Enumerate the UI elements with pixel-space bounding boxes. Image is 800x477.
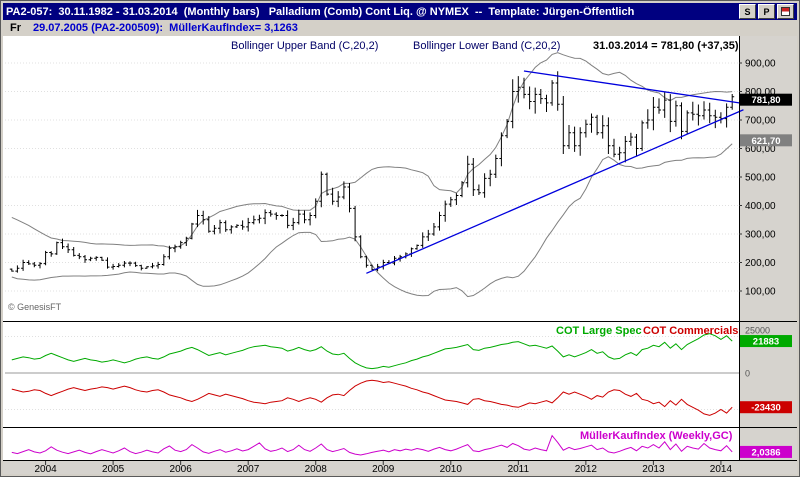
svg-text:200,00: 200,00 (745, 258, 776, 269)
svg-text:2007: 2007 (237, 464, 260, 474)
chart-layout-icon (781, 7, 790, 16)
svg-text:2009: 2009 (372, 464, 395, 474)
svg-text:700,00: 700,00 (745, 116, 776, 127)
s-button[interactable]: S (739, 4, 756, 19)
price-bars (9, 71, 735, 273)
svg-text:900,00: 900,00 (745, 59, 776, 70)
window-title: PA2-057: 30.11.1982 - 31.03.2014 (Monthl… (6, 5, 635, 18)
svg-text:2013: 2013 (642, 464, 665, 474)
chart-layout-button[interactable] (777, 4, 794, 19)
trendline[interactable] (366, 109, 744, 274)
last-value-box (740, 445, 792, 458)
weekday-label: Fr (10, 22, 21, 34)
infobar: Fr 29.07.2005 (PA2-200509): MüllerKaufIn… (3, 20, 797, 36)
cot-commercials-line (11, 379, 733, 416)
svg-text:300,00: 300,00 (745, 230, 776, 241)
svg-text:2006: 2006 (170, 464, 193, 474)
svg-text:2004: 2004 (34, 464, 57, 474)
last-value-box (740, 93, 792, 106)
right-axis-strip[interactable] (739, 36, 797, 474)
svg-text:2008: 2008 (305, 464, 328, 474)
svg-text:621,70: 621,70 (751, 136, 780, 147)
svg-text:500,00: 500,00 (745, 173, 776, 184)
last-value-box (740, 335, 792, 348)
svg-text:2014: 2014 (710, 464, 733, 474)
svg-text:2011: 2011 (508, 464, 530, 474)
trendline[interactable] (523, 70, 744, 105)
svg-text:100,00: 100,00 (745, 287, 776, 298)
svg-text:-23430: -23430 (751, 403, 781, 414)
svg-text:800,00: 800,00 (745, 87, 776, 98)
last-value-box (740, 401, 792, 414)
svg-text:781,80: 781,80 (751, 95, 780, 106)
svg-text:21883: 21883 (753, 337, 779, 348)
svg-text:0: 0 (745, 369, 750, 379)
chart-canvas[interactable]: 900,00 800,00 700,00 600,00 500,00 400,00 300,… (3, 36, 797, 474)
svg-text:25000: 25000 (745, 326, 770, 336)
cot-large-spec-line (11, 333, 733, 370)
last-value-box (740, 134, 792, 147)
svg-text:400,00: 400,00 (745, 201, 776, 212)
svg-text:2005: 2005 (102, 464, 125, 474)
titlebar[interactable]: PA2-057: 30.11.1982 - 31.03.2014 (Monthl… (3, 3, 797, 20)
svg-text:2012: 2012 (575, 464, 598, 474)
svg-text:2010: 2010 (440, 464, 463, 474)
p-button[interactable]: P (758, 4, 775, 19)
bollinger-upper-band-line (11, 52, 733, 248)
mki-line (11, 434, 733, 456)
svg-text:600,00: 600,00 (745, 144, 776, 155)
svg-text:2,0386: 2,0386 (751, 447, 780, 458)
time-axis-strip[interactable] (3, 461, 797, 474)
chart-frame: 900,00 800,00 700,00 600,00 500,00 400,00 300,… (3, 36, 797, 474)
indicator-readout: 29.07.2005 (PA2-200509): MüllerKaufIndex… (33, 22, 298, 34)
